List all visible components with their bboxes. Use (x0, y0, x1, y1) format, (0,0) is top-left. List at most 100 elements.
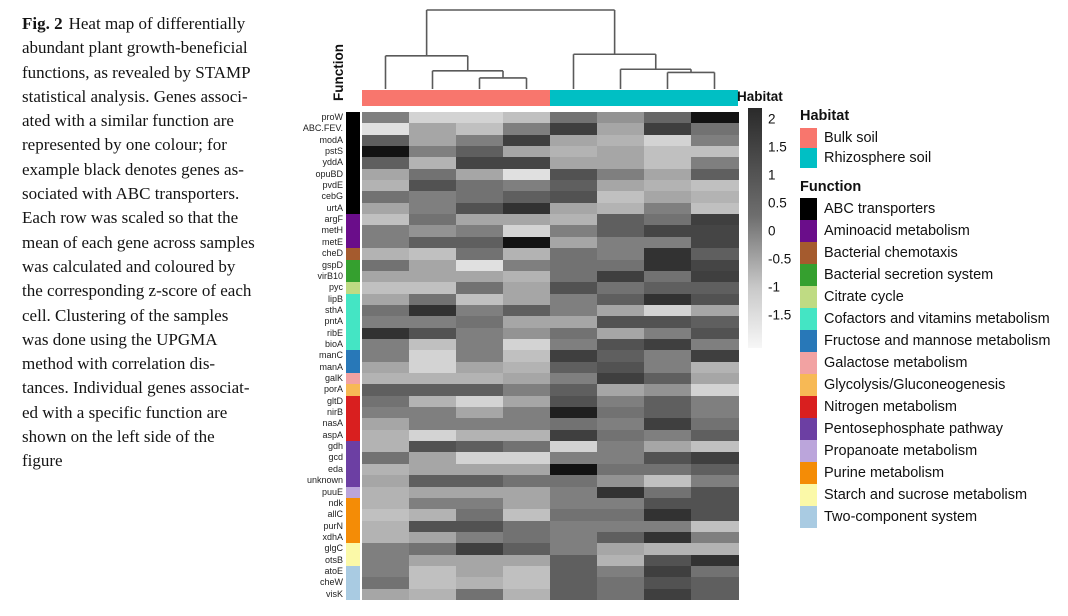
heatmap-cell (644, 270, 692, 283)
heatmap-cell (456, 123, 504, 136)
heatmap-cell (644, 452, 692, 465)
heatmap-cell (691, 463, 739, 476)
heatmap-cell (550, 565, 598, 578)
function-bar-segment (346, 293, 360, 351)
heatmap-cell (597, 350, 645, 363)
gene-label: purN (323, 520, 343, 531)
legend-function-item: Citrate cycle (800, 286, 904, 308)
heatmap-cell (409, 214, 457, 226)
heatmap-cell (691, 373, 739, 385)
heatmap-cell (456, 373, 504, 385)
heatmap-cell (597, 543, 645, 556)
heatmap-cell (597, 384, 645, 397)
legend-function-label: Propanoate metabolism (824, 443, 978, 459)
figure-number: Fig. 2 (22, 14, 63, 33)
heatmap-cell (597, 338, 645, 351)
heatmap-cell (691, 134, 739, 147)
heatmap-cell (550, 180, 598, 192)
heatmap-cell (362, 509, 410, 522)
heatmap-cell (550, 316, 598, 329)
legend-function-label: Glycolysis/Gluconeogenesis (824, 377, 1006, 393)
heatmap-cell (597, 475, 645, 487)
heatmap-cell (597, 441, 645, 453)
gene-label: porA (323, 384, 343, 395)
heatmap-cell (597, 486, 645, 499)
heatmap-cell (597, 134, 645, 147)
colorbar-tick-label: -1 (768, 279, 781, 295)
heatmap-cell (409, 463, 457, 476)
colorbar-tick-label: -0.5 (768, 251, 792, 267)
gene-label: aspA (322, 429, 343, 440)
heatmap-cell (409, 429, 457, 442)
heatmap-cell (644, 395, 692, 408)
legend-function-swatch (800, 308, 817, 330)
heatmap-cell (456, 384, 504, 397)
heatmap-cell (456, 452, 504, 465)
heatmap-cell (503, 214, 551, 226)
legend-function-item: Aminoacid metabolism (800, 220, 970, 242)
heatmap-cell (691, 384, 739, 397)
heatmap-cell (644, 543, 692, 556)
gene-label: glgC (324, 543, 343, 554)
heatmap-cell (456, 146, 504, 158)
heatmap-cell (409, 554, 457, 567)
heatmap-cell (597, 373, 645, 385)
heatmap-cell (550, 543, 598, 556)
heatmap-cell (691, 304, 739, 317)
heatmap-cell (503, 486, 551, 499)
heatmap-cell (550, 384, 598, 397)
heatmap-cell (550, 146, 598, 158)
function-bar-segment (346, 282, 360, 294)
heatmap-cell (644, 475, 692, 487)
gene-label: bioA (324, 338, 343, 349)
heatmap-cell (456, 475, 504, 487)
heatmap-cell (503, 475, 551, 487)
heatmap-cell (597, 531, 645, 544)
heatmap-cell (550, 350, 598, 363)
caption-line: figure (22, 451, 63, 471)
heatmap-cell (550, 486, 598, 499)
heatmap-cell (362, 134, 410, 147)
caption-line: statistical analysis. Genes associ- (22, 86, 248, 106)
heatmap-cell (409, 327, 457, 340)
legend-function-swatch (800, 330, 817, 352)
heatmap-cell (550, 497, 598, 510)
heatmap-cell (691, 123, 739, 136)
habitat-bar-segment (362, 90, 550, 106)
heatmap-cell (691, 543, 739, 556)
heatmap-cell (644, 338, 692, 351)
heatmap-cell (550, 407, 598, 419)
heatmap-cell (691, 452, 739, 465)
heatmap-cell (550, 327, 598, 340)
heatmap-cell (691, 531, 739, 544)
caption-line: represented by one colour; for (22, 135, 227, 155)
function-bar-segment (346, 112, 360, 215)
legend-function-item: Two-component system (800, 506, 977, 528)
legend-function-item: Galactose metabolism (800, 352, 967, 374)
gene-label: galK (324, 373, 343, 384)
heatmap-cell (503, 452, 551, 465)
heatmap-cell (597, 565, 645, 578)
legend-function-label: Cofactors and vitamins metabolism (824, 311, 1050, 327)
heatmap-cell (550, 134, 598, 147)
heatmap-cell (362, 543, 410, 556)
heatmap-cell (409, 373, 457, 385)
heatmap-cell (503, 248, 551, 261)
heatmap-cell (644, 554, 692, 567)
heatmap-cell (409, 384, 457, 397)
legend-function-item: Cofactors and vitamins metabolism (800, 308, 1050, 330)
heatmap-cell (503, 225, 551, 238)
heatmap-cell (644, 441, 692, 453)
heatmap-cell (691, 429, 739, 442)
heatmap-cell (503, 531, 551, 544)
heatmap-cell (644, 565, 692, 578)
colorbar-tick-label: 0 (768, 223, 776, 239)
heatmap-cell (691, 475, 739, 487)
heatmap-cell (503, 429, 551, 442)
gene-label: gcd (328, 452, 343, 463)
z-score-colorbar (748, 108, 762, 348)
heatmap-cell (597, 588, 645, 601)
legend-function-item: Purine metabolism (800, 462, 944, 484)
heatmap-cell (644, 112, 692, 124)
heatmap-cell (644, 180, 692, 192)
